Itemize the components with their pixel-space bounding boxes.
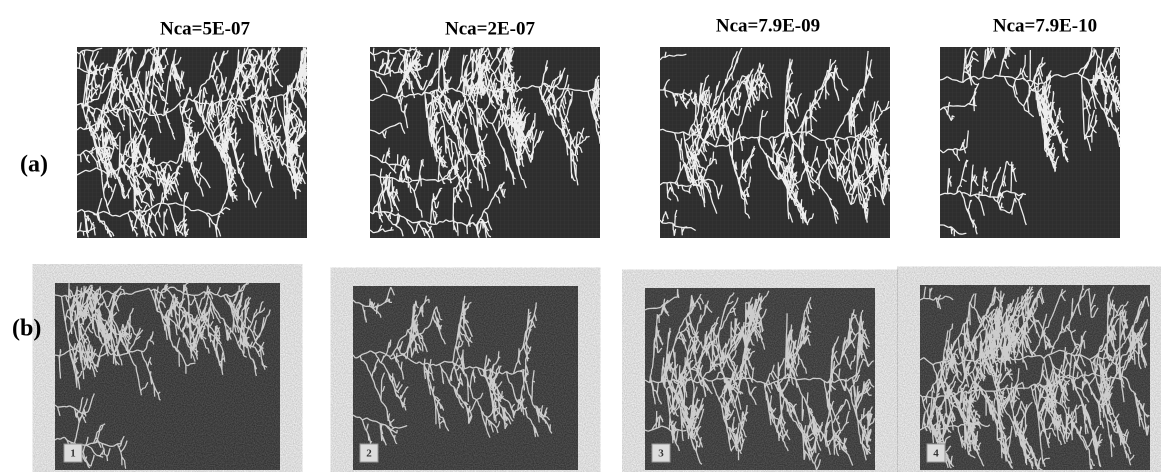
column-title: Nca=7.9E-10 <box>993 15 1097 36</box>
panel-number: 3 <box>658 448 664 460</box>
panel-number: 1 <box>70 448 76 460</box>
column-title: Nca=7.9E-09 <box>716 15 820 36</box>
panel-number: 2 <box>366 448 372 460</box>
row-label: (a) <box>20 152 48 178</box>
figure: Nca=5E-07 Nca=2E-07 Nca=7.9E-09 Nca=7.9E… <box>0 0 1161 472</box>
panel-number: 4 <box>933 448 939 460</box>
row-label: (b) <box>12 316 41 342</box>
column-title: Nca=2E-07 <box>445 18 535 39</box>
column-title: Nca=5E-07 <box>160 18 250 39</box>
